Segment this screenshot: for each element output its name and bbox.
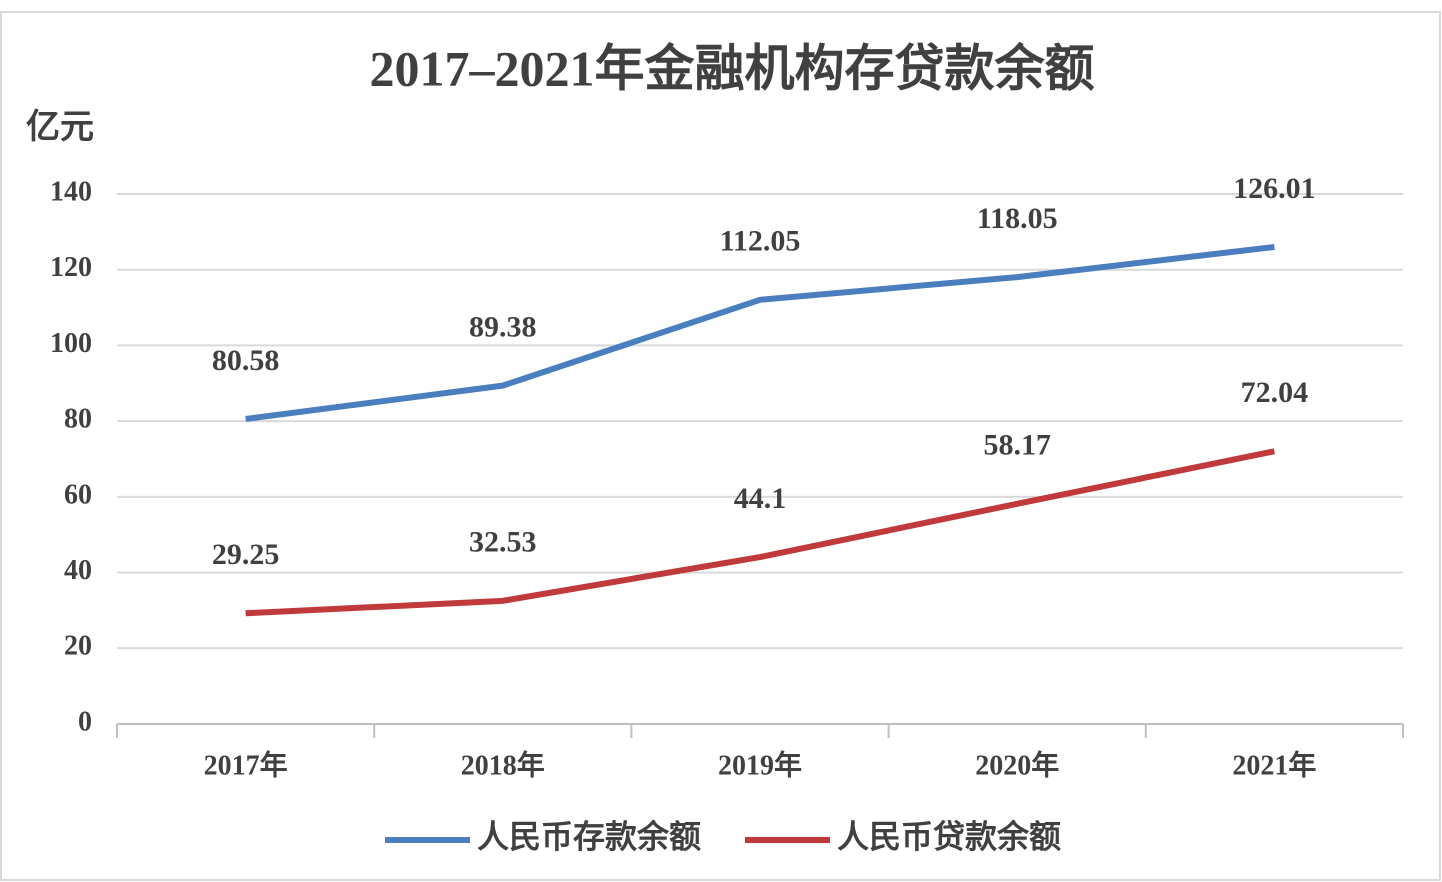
y-tick-label: 100 — [50, 328, 92, 359]
y-tick-label: 140 — [50, 176, 92, 207]
y-tick-label: 120 — [50, 252, 92, 283]
data-label: 29.25 — [212, 538, 280, 571]
y-tick-label: 0 — [78, 706, 92, 737]
y-tick-label: 40 — [64, 555, 92, 586]
data-label: 58.17 — [983, 429, 1051, 462]
data-label: 112.05 — [720, 225, 801, 258]
y-tick-label: 80 — [64, 404, 92, 435]
x-tick-label: 2020年 — [975, 748, 1059, 781]
data-label: 89.38 — [469, 311, 537, 344]
x-tick-label: 2021年 — [1232, 748, 1316, 781]
x-tick-label: 2018年 — [461, 748, 545, 781]
data-label: 126.01 — [1233, 172, 1316, 205]
data-label: 72.04 — [1241, 376, 1309, 409]
x-tick-label: 2017年 — [204, 748, 288, 781]
chart-border — [0, 11, 1441, 881]
data-label: 32.53 — [469, 526, 537, 559]
y-axis-unit: 亿元 — [26, 108, 94, 146]
legend-label: 人民币存款余额 — [477, 818, 701, 854]
data-label: 80.58 — [212, 344, 280, 377]
y-tick-label: 60 — [64, 479, 92, 510]
data-label: 118.05 — [977, 202, 1058, 235]
y-tick-label: 20 — [64, 631, 92, 662]
series-line — [245, 243, 1275, 422]
series-line — [245, 448, 1276, 617]
chart-title: 2017–2021年金融机构存贷款余额 — [370, 40, 1095, 96]
legend-label: 人民币贷款余额 — [837, 818, 1061, 854]
x-tick-label: 2019年 — [718, 748, 802, 781]
data-label: 44.1 — [734, 482, 787, 515]
